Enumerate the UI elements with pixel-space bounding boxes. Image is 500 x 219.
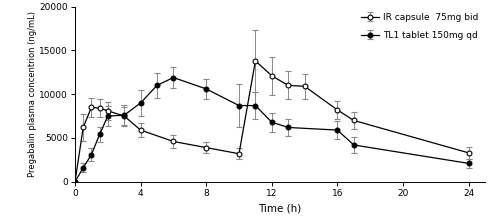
Y-axis label: Pregabalin plasma concentrion (ng/mL): Pregabalin plasma concentrion (ng/mL) — [28, 11, 36, 177]
X-axis label: Time (h): Time (h) — [258, 203, 302, 213]
Legend: IR capsule  75mg bid, TL1 tablet 150mg qd: IR capsule 75mg bid, TL1 tablet 150mg qd — [359, 11, 480, 42]
